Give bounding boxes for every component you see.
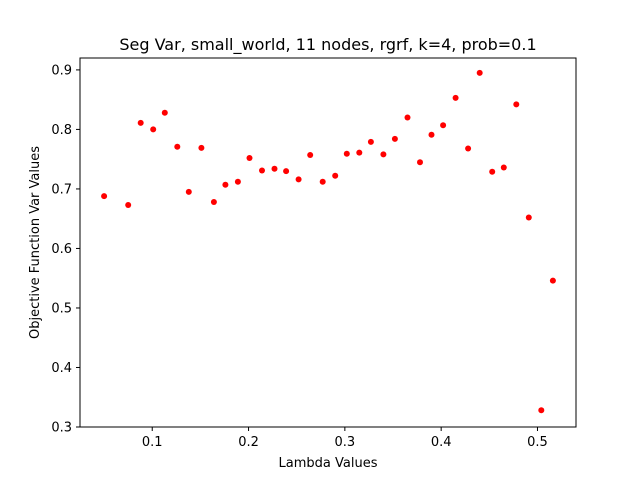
data-point	[271, 165, 278, 172]
data-point	[428, 131, 435, 138]
y-tick-label: 0.4	[51, 361, 72, 376]
data-point	[391, 135, 398, 142]
data-point	[259, 167, 265, 174]
x-axis-ticks: 0.1 0.2 0.3 0.4 0.5	[142, 427, 548, 450]
data-point	[246, 155, 253, 161]
y-tick-label: 0.7	[51, 182, 72, 197]
data-point	[319, 178, 326, 185]
x-tick-label: 0.3	[335, 435, 356, 450]
data-point	[513, 101, 520, 108]
data-point	[234, 178, 241, 185]
x-axis-label: Lambda Values	[279, 456, 378, 471]
x-tick-label: 0.1	[142, 435, 163, 450]
x-tick-label: 0.4	[431, 435, 452, 450]
y-axis-ticks: 0.3 0.4 0.5 0.6 0.7 0.8 0.9	[51, 63, 80, 436]
data-point	[161, 109, 168, 116]
data-point	[150, 126, 157, 133]
data-point	[185, 188, 192, 195]
data-point	[489, 168, 496, 175]
data-point	[380, 151, 387, 158]
data-point	[295, 176, 302, 183]
data-point	[549, 277, 556, 284]
data-point	[198, 144, 205, 151]
y-axis-label: Objective Function Var Values	[28, 146, 43, 339]
data-point	[174, 143, 181, 150]
data-point	[476, 69, 483, 76]
y-tick-label: 0.5	[51, 301, 72, 316]
data-point	[283, 168, 290, 175]
data-point	[101, 193, 108, 200]
data-point	[452, 94, 459, 101]
data-point	[307, 152, 314, 158]
data-point	[525, 214, 532, 221]
data-point	[356, 149, 363, 156]
data-point	[500, 164, 507, 171]
data-point	[404, 114, 411, 121]
plot-frame	[79, 57, 577, 428]
data-point	[538, 407, 545, 414]
y-tick-label: 0.3	[51, 421, 72, 436]
chart-title: Seg Var, small_world, 11 nodes, rgrf, k=…	[119, 35, 536, 55]
data-point	[343, 150, 350, 157]
data-point	[332, 172, 339, 179]
y-tick-label: 0.9	[51, 63, 72, 78]
y-tick-label: 0.8	[51, 123, 72, 138]
data-point	[367, 138, 374, 145]
x-tick-label: 0.5	[527, 435, 548, 450]
data-point	[417, 159, 423, 166]
data-point	[125, 202, 132, 208]
data-points	[101, 69, 556, 414]
data-point	[440, 122, 447, 129]
data-point	[137, 119, 144, 126]
data-point	[465, 145, 472, 152]
x-tick-label: 0.2	[238, 435, 259, 450]
y-tick-label: 0.6	[51, 242, 72, 257]
data-point	[210, 199, 217, 205]
data-point	[222, 181, 229, 188]
